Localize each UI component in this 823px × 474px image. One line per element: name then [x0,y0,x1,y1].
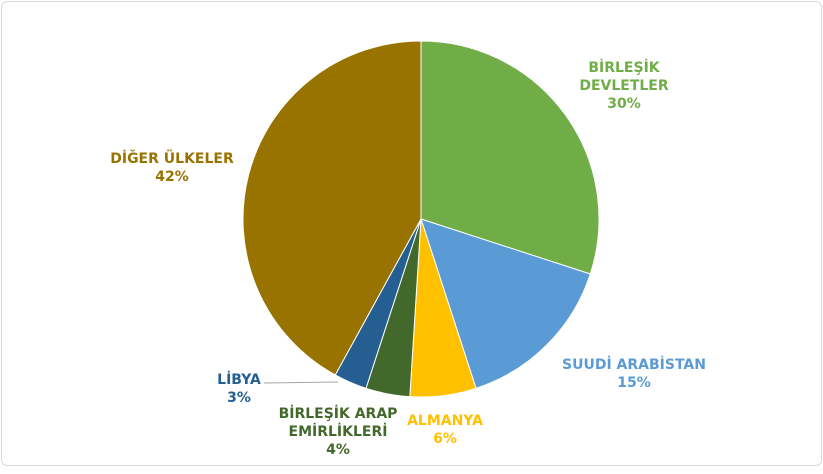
value-label: 42% [155,169,189,185]
value-label: 15% [617,375,651,391]
category-label: SUUDİ ARABİSTAN [562,357,706,373]
pie-slice [420,218,591,389]
pie [242,40,600,398]
data-label: DİĞER ÜLKELER 42% [97,150,247,186]
chart: BİRLEŞİK DEVLETLER 30% SUUDİ ARABİSTAN 15% A… [1,1,822,466]
category-label: LİBYA [217,372,261,388]
category-label: DİĞER ÜLKELER [110,151,234,167]
value-label: 4% [326,442,350,458]
category-label: ALMANYA [407,413,483,429]
data-label: ALMANYA 6% [400,412,490,448]
value-label: 3% [227,390,251,406]
category-label: BİRLEŞİK DEVLETLER [579,60,669,94]
value-label: 30% [607,96,641,112]
category-label: BİRLEŞİK ARAP EMİRLİKLERİ [278,406,398,440]
data-label: LİBYA 3% [209,371,269,407]
data-label: BİRLEŞİK DEVLETLER 30% [569,59,679,113]
data-label: BİRLEŞİK ARAP EMİRLİKLERİ 4% [273,405,403,459]
value-label: 6% [433,431,457,447]
pie-slice [242,40,422,376]
leader-line [263,381,339,384]
data-label: SUUDİ ARABİSTAN 15% [549,356,719,392]
pie-slice [420,40,600,275]
